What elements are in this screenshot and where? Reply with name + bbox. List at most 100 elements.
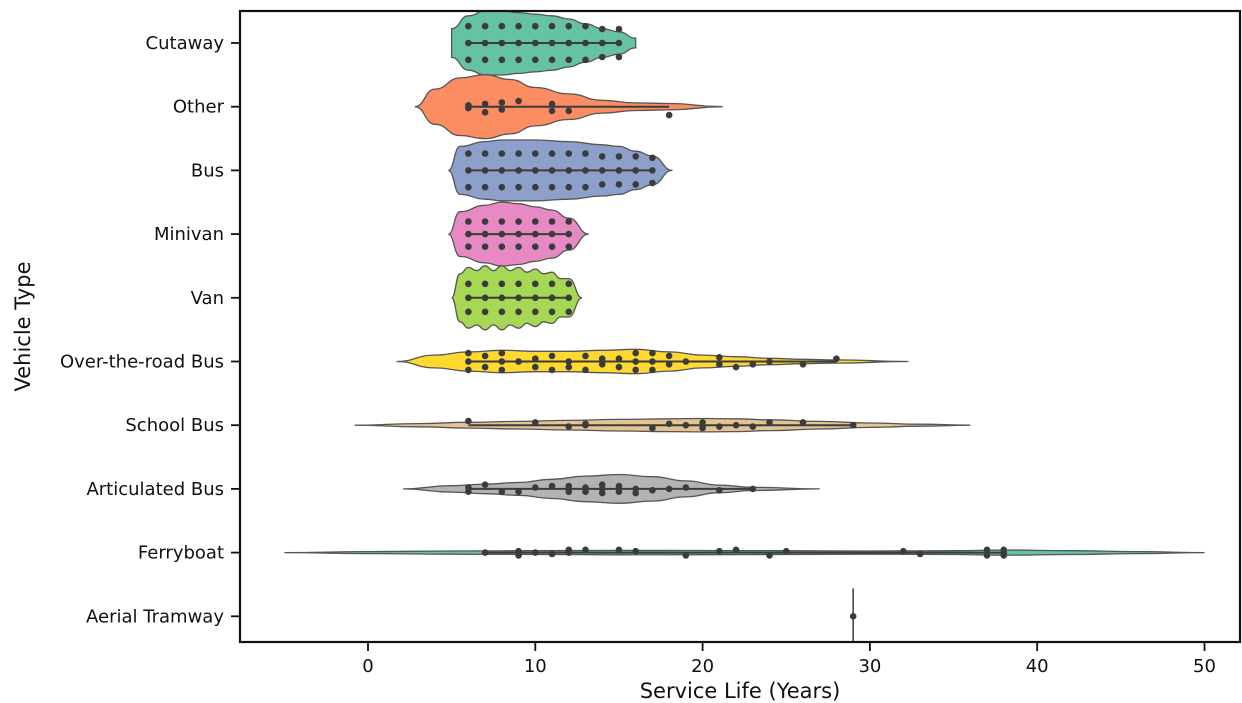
x-tick-label-40: 40 [1026, 656, 1049, 677]
point-over-the-road-bus-31 [716, 361, 723, 368]
point-bus-27 [615, 167, 623, 174]
point-bus-29 [615, 153, 623, 160]
point-articulated-bus-1 [465, 484, 472, 491]
point-other-4 [498, 106, 506, 113]
point-cutaway-1 [465, 56, 472, 64]
point-over-the-road-bus-2 [465, 349, 472, 357]
point-bus-16 [548, 183, 556, 191]
point-bus-34 [649, 179, 656, 187]
point-bus-35 [649, 154, 656, 162]
point-bus-2 [465, 150, 472, 157]
point-bus-33 [649, 167, 656, 174]
point-minivan-3 [481, 230, 489, 238]
violins-layer [284, 10, 1206, 642]
point-over-the-road-bus-11 [548, 366, 556, 374]
point-over-the-road-bus-9 [532, 363, 539, 371]
point-over-the-road-bus-21 [632, 358, 639, 365]
point-cutaway-7 [498, 56, 506, 64]
point-bus-21 [582, 167, 589, 174]
point-ferryboat-11 [716, 547, 723, 555]
point-cutaway-20 [565, 22, 573, 30]
point-cutaway-4 [481, 56, 489, 64]
point-ferryboat-3 [532, 549, 539, 556]
point-bus-6 [498, 167, 506, 174]
point-bus-24 [598, 167, 606, 174]
point-ferryboat-9 [632, 547, 639, 555]
point-cutaway-5 [481, 22, 489, 30]
y-tick-label-over-the-road-bus: Over-the-road Bus [60, 352, 224, 373]
point-over-the-road-bus-16 [582, 352, 589, 360]
point-over-the-road-bus-22 [632, 366, 639, 374]
point-articulated-bus-3 [498, 488, 506, 496]
point-minivan-8 [498, 218, 506, 225]
point-ferryboat-7 [582, 546, 589, 554]
point-bus-19 [565, 183, 573, 191]
point-van-3 [481, 294, 489, 302]
point-over-the-road-bus-36 [833, 355, 840, 363]
point-minivan-0 [465, 230, 472, 238]
point-over-the-road-bus-27 [665, 361, 673, 368]
point-cutaway-12 [532, 39, 539, 47]
y-axis-label: Vehicle Type [11, 261, 35, 391]
point-bus-28 [615, 181, 623, 188]
point-bus-5 [481, 150, 489, 157]
point-over-the-road-bus-0 [465, 358, 472, 365]
point-over-the-road-bus-7 [498, 349, 506, 357]
point-ferryboat-10 [682, 552, 690, 559]
point-minivan-11 [515, 218, 522, 225]
point-bus-17 [548, 150, 556, 157]
point-school-bus-4 [582, 420, 589, 428]
point-over-the-road-bus-30 [716, 354, 723, 361]
point-other-1 [465, 102, 472, 109]
point-cutaway-28 [615, 53, 623, 61]
point-ferryboat-2 [515, 547, 522, 555]
point-bus-4 [481, 183, 489, 191]
point-over-the-road-bus-33 [749, 361, 757, 368]
point-over-the-road-bus-23 [632, 349, 639, 357]
point-ferryboat-13 [766, 552, 773, 559]
point-over-the-road-bus-15 [582, 366, 589, 374]
y-tick-label-minivan: Minivan [154, 224, 224, 245]
point-articulated-bus-5 [532, 484, 539, 491]
point-other-5 [498, 99, 506, 106]
point-cutaway-11 [515, 22, 522, 30]
point-bus-31 [632, 181, 639, 188]
point-cutaway-2 [465, 22, 472, 30]
point-school-bus-8 [699, 424, 706, 432]
point-van-13 [532, 308, 539, 316]
point-ferryboat-6 [565, 546, 573, 554]
point-school-bus-7 [682, 421, 690, 429]
point-school-bus-11 [732, 421, 740, 429]
point-over-the-road-bus-1 [465, 366, 472, 374]
point-minivan-12 [532, 230, 539, 238]
point-over-the-road-bus-24 [649, 358, 656, 365]
x-axis: 0 10 20 30 40 50 [362, 642, 1216, 677]
point-bus-13 [532, 183, 539, 191]
point-bus-3 [481, 167, 489, 174]
point-over-the-road-bus-28 [665, 352, 673, 360]
point-articulated-bus-13 [598, 489, 606, 497]
point-over-the-road-bus-6 [498, 366, 506, 374]
point-bus-32 [632, 153, 639, 160]
point-bus-1 [465, 183, 472, 191]
point-bus-25 [598, 181, 606, 188]
point-over-the-road-bus-3 [481, 363, 489, 371]
point-ferryboat-14 [782, 547, 790, 555]
point-over-the-road-bus-29 [682, 358, 690, 365]
point-other-8 [548, 100, 556, 108]
point-over-the-road-bus-18 [598, 355, 606, 363]
point-school-bus-14 [799, 419, 807, 426]
point-cutaway-17 [548, 22, 556, 30]
point-cutaway-14 [532, 22, 539, 30]
y-tick-label-bus: Bus [191, 160, 224, 181]
point-cutaway-19 [565, 56, 573, 64]
point-minivan-5 [481, 218, 489, 225]
point-minivan-10 [515, 243, 522, 250]
point-van-18 [565, 294, 573, 302]
point-van-14 [532, 280, 539, 288]
x-tick-label-50: 50 [1193, 656, 1216, 677]
y-tick-label-van: Van [191, 288, 224, 309]
point-bus-8 [498, 150, 506, 157]
point-cutaway-10 [515, 56, 522, 64]
point-over-the-road-bus-20 [615, 355, 623, 363]
